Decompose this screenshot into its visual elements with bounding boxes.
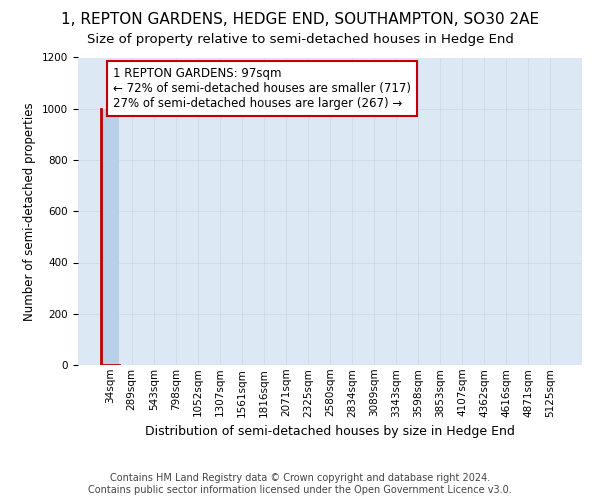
Text: 1 REPTON GARDENS: 97sqm
← 72% of semi-detached houses are smaller (717)
27% of s: 1 REPTON GARDENS: 97sqm ← 72% of semi-de… xyxy=(113,66,411,110)
Bar xyxy=(101,108,119,365)
X-axis label: Distribution of semi-detached houses by size in Hedge End: Distribution of semi-detached houses by … xyxy=(145,425,515,438)
Text: Size of property relative to semi-detached houses in Hedge End: Size of property relative to semi-detach… xyxy=(86,32,514,46)
Text: 1, REPTON GARDENS, HEDGE END, SOUTHAMPTON, SO30 2AE: 1, REPTON GARDENS, HEDGE END, SOUTHAMPTO… xyxy=(61,12,539,28)
Y-axis label: Number of semi-detached properties: Number of semi-detached properties xyxy=(23,102,37,320)
Text: Contains HM Land Registry data © Crown copyright and database right 2024.
Contai: Contains HM Land Registry data © Crown c… xyxy=(88,474,512,495)
